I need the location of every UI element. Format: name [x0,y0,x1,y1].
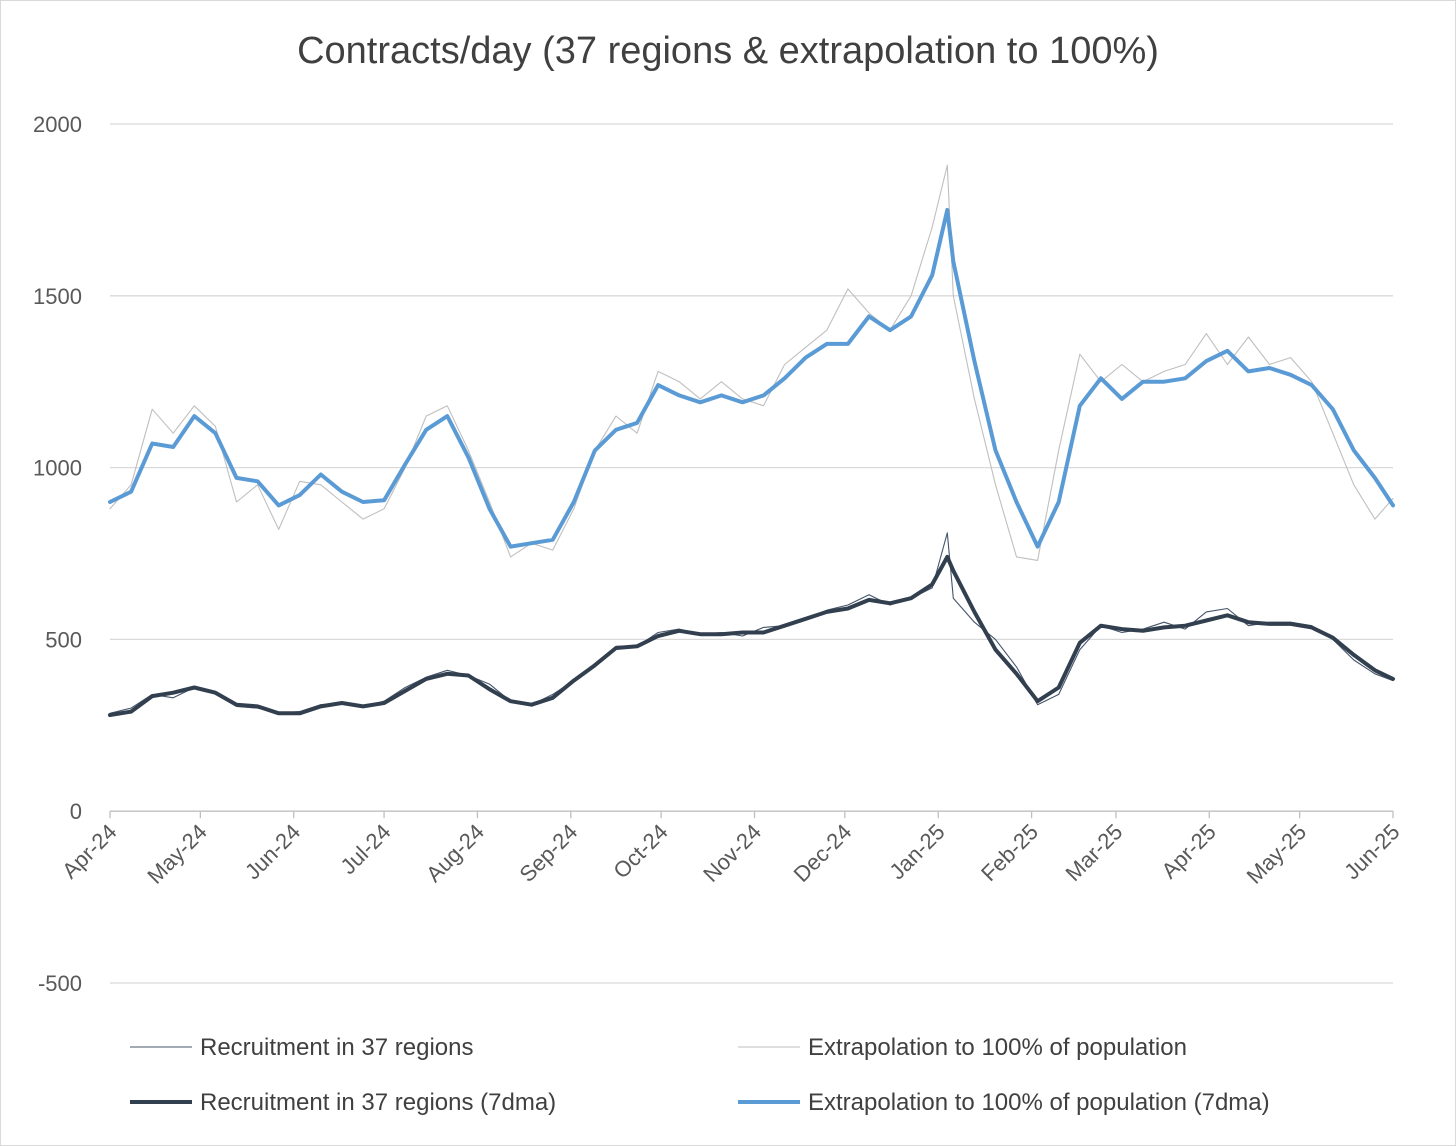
x-tick-label: Apr-25 [1156,819,1220,883]
x-tick-label: Jun-24 [240,819,305,884]
x-tick-label: Feb-25 [976,819,1043,886]
x-tick-label: Oct-24 [608,819,672,883]
y-tick-label: 1500 [33,284,82,309]
y-tick-label: 1000 [33,456,82,481]
legend-label: Extrapolation to 100% of population [808,1034,1187,1061]
x-tick-label: May-24 [142,819,212,889]
x-tick-label: Jun-25 [1339,819,1404,884]
x-tick-label: Mar-25 [1061,819,1128,886]
gridlines [110,123,1393,984]
chart-title: Contracts/day (37 regions & extrapolatio… [297,30,1159,72]
y-tick-label: 2000 [33,112,82,137]
series-line [109,164,1394,561]
legend-label: Recruitment in 37 regions (7dma) [200,1089,556,1116]
x-tick-label: May-25 [1242,819,1312,889]
x-tick-label: Jan-25 [885,819,950,884]
series-line [108,554,1395,717]
series-line [108,207,1395,549]
legend: Recruitment in 37 regions Extrapolation t… [130,1034,1270,1116]
y-tick-label: 500 [45,627,82,652]
legend-label: Extrapolation to 100% of population (7dm… [808,1089,1270,1116]
y-axis: 2000 1500 1000 500 0 -500 [33,112,82,996]
y-tick-label: -500 [38,971,82,996]
x-tick-label: Aug-24 [421,819,489,887]
x-tick-label: Jul-24 [336,819,396,879]
legend-label: Recruitment in 37 regions [200,1034,473,1061]
x-tick-label: Sep-24 [514,819,582,887]
x-tick-label: Apr-24 [57,819,121,883]
x-tick-label: Nov-24 [698,819,766,887]
y-tick-label: 0 [70,799,82,824]
x-axis: Apr-24 May-24 Jun-24 Jul-24 Aug-24 Sep-24 Oct-… [57,810,1405,889]
series-lines [108,164,1395,717]
x-tick-label: Dec-24 [789,819,857,887]
